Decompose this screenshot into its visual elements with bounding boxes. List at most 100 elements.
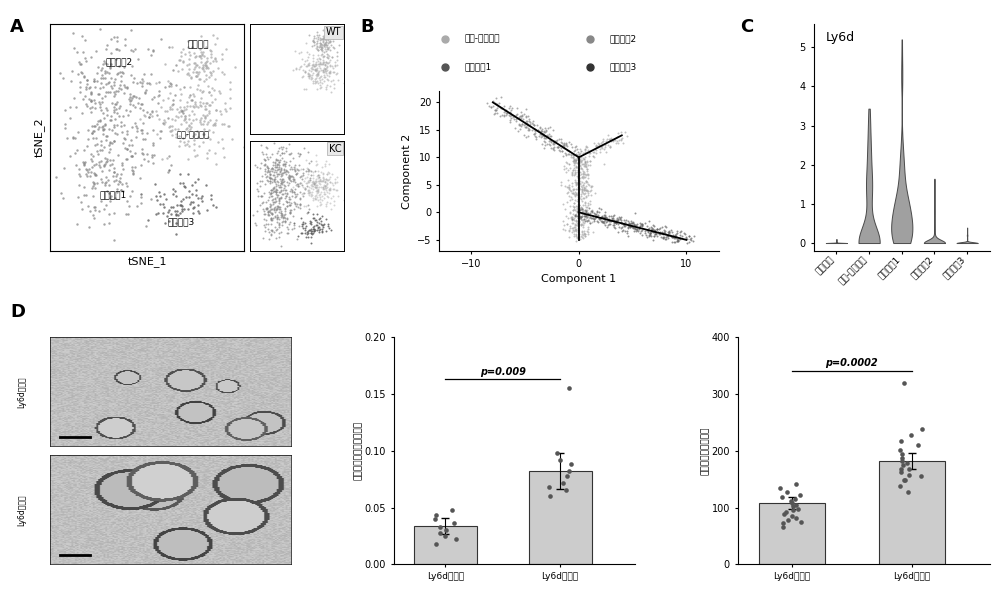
Point bbox=[322, 185, 338, 194]
Point bbox=[265, 170, 281, 179]
Point bbox=[312, 40, 328, 49]
Point bbox=[141, 112, 157, 121]
Point bbox=[530, 125, 546, 135]
Point bbox=[577, 206, 593, 215]
Point bbox=[315, 184, 331, 193]
Point bbox=[336, 79, 352, 89]
Point bbox=[667, 238, 683, 247]
Point bbox=[584, 213, 600, 223]
Point bbox=[607, 223, 623, 233]
Point bbox=[536, 133, 552, 143]
Point bbox=[139, 78, 155, 88]
Point bbox=[577, 159, 593, 168]
Point bbox=[626, 223, 642, 233]
Point bbox=[275, 212, 291, 222]
Point bbox=[263, 185, 279, 195]
Point bbox=[151, 90, 167, 100]
Point bbox=[103, 115, 119, 125]
Point bbox=[106, 168, 122, 177]
Point bbox=[568, 217, 584, 226]
Point bbox=[320, 59, 336, 68]
Point bbox=[297, 225, 313, 234]
Point bbox=[102, 115, 118, 125]
Point bbox=[669, 229, 685, 238]
Point bbox=[87, 169, 103, 178]
Point bbox=[185, 197, 201, 207]
Point bbox=[608, 216, 624, 225]
Point bbox=[534, 124, 550, 134]
Point bbox=[259, 175, 275, 184]
Point bbox=[298, 166, 314, 176]
Point bbox=[599, 213, 615, 223]
Point bbox=[177, 182, 193, 192]
Point bbox=[146, 92, 162, 102]
Point bbox=[101, 210, 117, 219]
Point bbox=[115, 138, 131, 147]
Point bbox=[568, 224, 584, 233]
Point bbox=[314, 59, 330, 69]
Point bbox=[569, 204, 585, 213]
Point bbox=[267, 174, 283, 184]
Point bbox=[566, 231, 582, 241]
Point bbox=[313, 59, 329, 68]
Point bbox=[202, 67, 218, 77]
Point bbox=[307, 66, 323, 75]
Point bbox=[568, 210, 584, 220]
Point bbox=[658, 232, 674, 242]
Point bbox=[124, 165, 140, 175]
Point bbox=[83, 149, 99, 159]
Point bbox=[520, 131, 536, 141]
Point bbox=[307, 226, 323, 235]
Point bbox=[263, 191, 279, 201]
Point bbox=[190, 132, 206, 142]
Point bbox=[183, 72, 199, 82]
Point bbox=[610, 220, 626, 229]
Point bbox=[203, 52, 219, 62]
Point bbox=[111, 111, 127, 121]
Point bbox=[613, 217, 629, 226]
Point bbox=[217, 98, 233, 108]
Point bbox=[570, 151, 586, 160]
Point bbox=[271, 187, 287, 196]
Point bbox=[323, 204, 339, 214]
Point bbox=[576, 168, 592, 177]
Point bbox=[508, 110, 524, 120]
Point bbox=[71, 165, 87, 174]
Point bbox=[163, 126, 179, 135]
Point bbox=[502, 107, 518, 116]
Point bbox=[563, 213, 579, 223]
Point bbox=[84, 121, 100, 131]
Point bbox=[161, 42, 177, 52]
Point bbox=[108, 86, 124, 96]
Point bbox=[543, 131, 559, 141]
Point bbox=[602, 135, 618, 144]
Point bbox=[318, 157, 334, 166]
Point bbox=[615, 138, 631, 148]
Point bbox=[314, 163, 330, 172]
Point bbox=[57, 106, 73, 115]
Point bbox=[676, 228, 692, 238]
Point bbox=[198, 71, 214, 80]
Point bbox=[323, 26, 339, 35]
Point bbox=[901, 470, 917, 479]
Point bbox=[180, 169, 196, 179]
Point bbox=[567, 195, 583, 205]
Point bbox=[578, 162, 594, 172]
Point bbox=[257, 226, 273, 235]
Point bbox=[165, 95, 181, 105]
Point bbox=[256, 154, 272, 164]
Point bbox=[300, 166, 316, 175]
Point bbox=[94, 177, 110, 187]
Point bbox=[318, 46, 334, 55]
Point bbox=[572, 155, 588, 165]
Point bbox=[319, 178, 335, 188]
Point bbox=[135, 118, 151, 128]
Point bbox=[257, 160, 273, 169]
Point bbox=[310, 184, 326, 194]
Point bbox=[273, 228, 289, 237]
Point bbox=[644, 223, 660, 232]
Point bbox=[307, 166, 323, 176]
Point bbox=[572, 176, 588, 186]
Point bbox=[144, 107, 160, 116]
Point bbox=[78, 164, 94, 173]
